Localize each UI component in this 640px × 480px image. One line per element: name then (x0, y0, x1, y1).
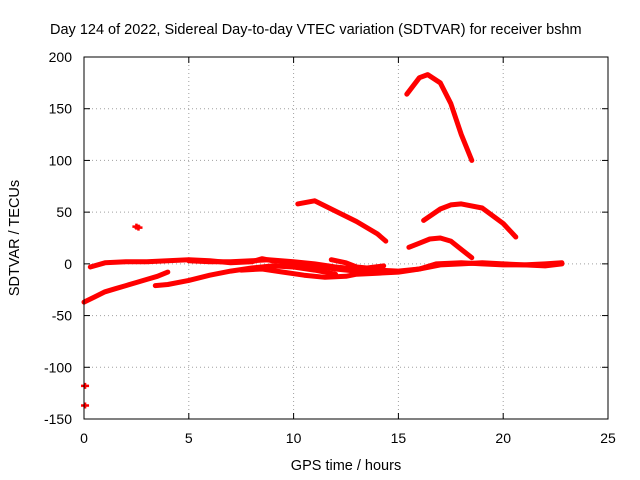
plot-frame (83, 56, 609, 420)
y-tick-label: 150 (49, 101, 73, 117)
data-point (134, 224, 143, 231)
y-tick-label: 0 (64, 256, 72, 272)
y-tick-label: -100 (44, 359, 72, 375)
y-tick-label: 50 (56, 204, 72, 220)
x-tick-label: 0 (80, 430, 88, 446)
series-s8 (406, 235, 475, 261)
grid (84, 57, 608, 419)
y-tick-label: -50 (52, 308, 72, 324)
series-group (81, 72, 565, 305)
series-s7 (328, 257, 387, 271)
points-group (81, 223, 143, 409)
x-tick-label: 15 (391, 430, 407, 446)
y-tick-label: -150 (44, 411, 72, 427)
data-point (81, 382, 90, 389)
series-s5 (238, 260, 565, 280)
x-tick-label: 5 (185, 430, 193, 446)
chart-title: Day 124 of 2022, Sidereal Day-to-day VTE… (50, 22, 582, 38)
y-tick-label: 100 (49, 152, 73, 168)
x-tick-label: 10 (286, 430, 302, 446)
x-tick-label: 25 (600, 430, 616, 446)
x-axis-label: GPS time / hours (291, 458, 401, 474)
series-s10 (404, 72, 475, 163)
x-tick-label: 20 (495, 430, 511, 446)
y-tick-label: 200 (49, 49, 73, 65)
series-s6 (295, 198, 389, 244)
series-s9 (421, 201, 519, 240)
y-axis-label: SDTVAR / TECUs (7, 180, 23, 296)
data-point (81, 402, 90, 409)
ticks: 0 5 10 15 20 25 200 150 100 50 0 -50 -100 -150 (44, 49, 616, 446)
series-s1 (81, 269, 171, 305)
